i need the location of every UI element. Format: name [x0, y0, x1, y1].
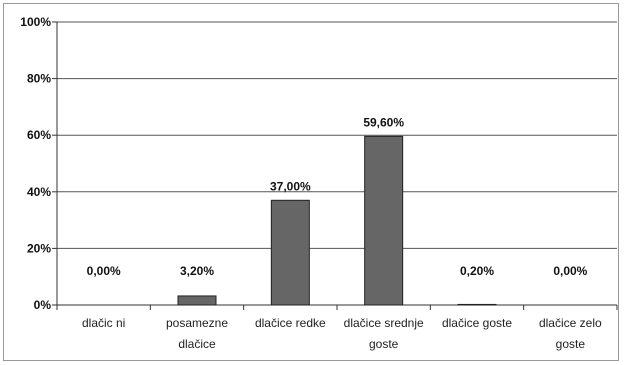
y-tick-label: 20%: [27, 241, 51, 255]
y-tick-labels: 0% 20% 40% 60% 80% 100%: [20, 15, 51, 312]
category-label: dlačice redke: [255, 316, 326, 330]
data-label: 0,00%: [553, 264, 587, 278]
bar: [364, 135, 404, 306]
category-label: dlačice zelo goste: [539, 316, 602, 351]
gridlines: [57, 21, 617, 249]
category-labels: dlačic ni posamezne dlačice dlačice redke dl…: [82, 316, 602, 351]
category-label: dlačic ni: [82, 316, 125, 330]
data-label: 0,00%: [87, 264, 121, 278]
axes: [52, 21, 618, 310]
y-tick-label: 40%: [27, 185, 51, 199]
y-tick-label: 60%: [27, 128, 51, 142]
data-labels: 0,00% 3,20% 37,00% 59,60% 0,20% 0,00%: [87, 115, 588, 278]
data-label: 0,20%: [460, 264, 494, 278]
category-label: posamezne dlačice: [166, 316, 228, 351]
bar: [177, 295, 217, 306]
bar: [457, 303, 497, 306]
chart-frame: [3, 3, 619, 361]
y-tick-label: 0%: [34, 298, 52, 312]
category-label: dlačice srednje goste: [344, 316, 424, 351]
data-label: 37,00%: [270, 179, 311, 193]
y-tick-label: 80%: [27, 72, 51, 86]
bar: [270, 199, 310, 306]
data-label: 3,20%: [180, 264, 214, 278]
bars: [177, 135, 497, 306]
category-label: dlačice goste: [442, 316, 512, 330]
y-tick-label: 100%: [20, 15, 51, 29]
data-label: 59,60%: [363, 115, 404, 129]
